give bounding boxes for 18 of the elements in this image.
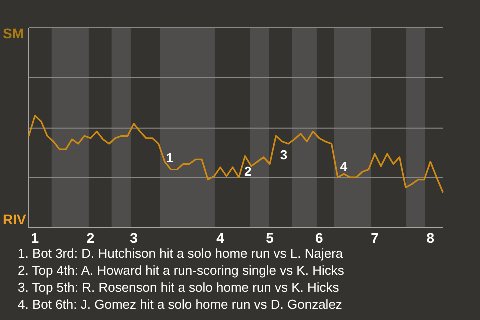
x-tick-label: 7 [371, 230, 380, 246]
x-tick-label: 6 [316, 230, 324, 246]
text: 2. Top 4th: A. Howard hit a run-scoring single vs K. Hicks [18, 263, 345, 278]
text: 4. Bot 6th: J. Gomez hit a solo home run vs D. Gonzalez [18, 297, 342, 312]
annotation: 4 [340, 159, 348, 174]
text: SM [3, 26, 24, 42]
text: 3. Top 5th: R. Rosenson hit a solo home run vs K. Hicks [18, 280, 340, 295]
annotation: 1 [166, 150, 174, 166]
text: RIV [3, 212, 27, 228]
x-tick-label: 3 [130, 230, 138, 246]
x-tick-label: 4 [216, 230, 225, 246]
x-tick-label: 1 [31, 230, 40, 246]
x-tick-label: 2 [86, 230, 95, 246]
annotation: 2 [244, 164, 252, 180]
annotation: 3 [280, 148, 288, 163]
x-tick-label: 8 [426, 230, 435, 246]
text: 1. Bot 3rd: D. Hutchison hit a solo home run vs L. Najera [18, 246, 344, 261]
x-tick-label: 5 [266, 230, 274, 246]
